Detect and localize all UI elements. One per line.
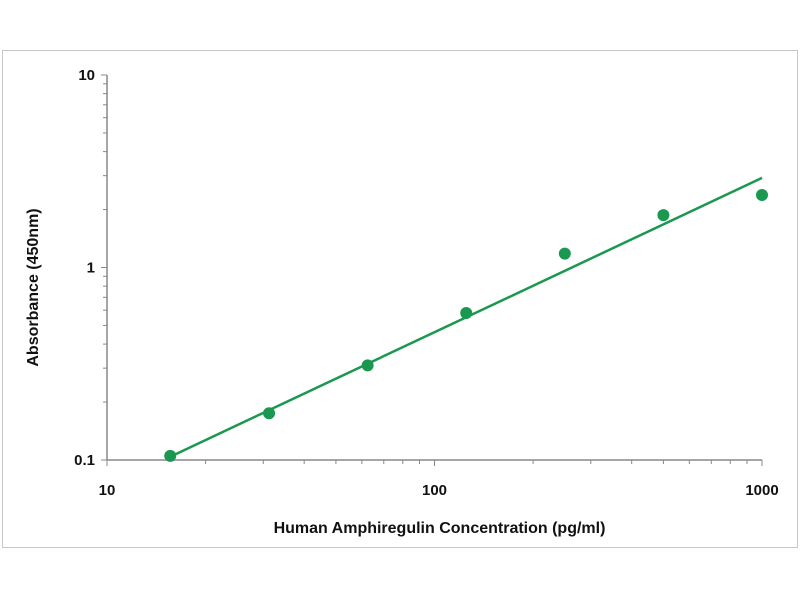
tick-marks bbox=[101, 74, 763, 466]
tick-labels: 10 100 1000 0.1 1 10 bbox=[74, 67, 779, 499]
axes bbox=[106, 75, 762, 461]
chart-frame bbox=[2, 50, 798, 548]
y-tick-label: 10 bbox=[78, 67, 95, 84]
data-point bbox=[263, 407, 276, 420]
y-tick-label: 1 bbox=[87, 260, 95, 277]
x-tick-label: 100 bbox=[422, 482, 447, 499]
data-point bbox=[657, 209, 670, 222]
y-tick-label: 0.1 bbox=[74, 452, 95, 469]
x-tick-label: 1000 bbox=[745, 482, 778, 499]
data-point bbox=[756, 189, 768, 202]
data-point bbox=[558, 247, 571, 260]
x-tick-label: 10 bbox=[99, 482, 116, 499]
data-points bbox=[164, 189, 768, 462]
x-axis-title: Human Amphiregulin Concentration (pg/ml) bbox=[274, 520, 606, 537]
data-point bbox=[164, 449, 177, 462]
y-axis-title: Absorbance (450nm) bbox=[25, 208, 42, 366]
data-point bbox=[460, 307, 473, 320]
data-point bbox=[361, 359, 374, 372]
